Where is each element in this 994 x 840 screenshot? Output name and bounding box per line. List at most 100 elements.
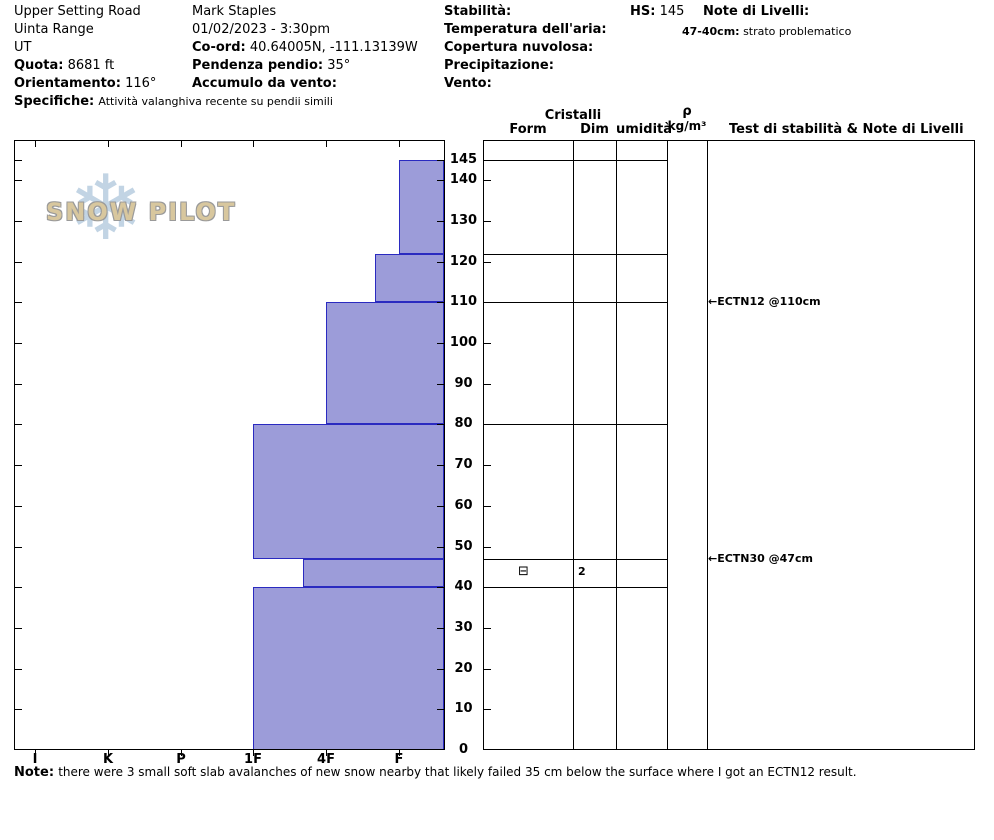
depth-tick	[437, 343, 444, 344]
observer-name: Mark Staples	[192, 4, 277, 19]
depth-tick	[437, 587, 444, 588]
layer-boundary-line	[483, 559, 667, 560]
specifics-label: Specifiche:	[14, 94, 95, 109]
aspect-value: 116°	[125, 76, 157, 91]
depth-tick	[15, 160, 22, 161]
hardness-tick	[35, 141, 36, 147]
depth-tick	[437, 221, 444, 222]
depth-tick	[15, 262, 22, 263]
density-symbol-header: ρ	[682, 104, 692, 119]
footer-note-label: Note:	[14, 765, 55, 780]
hardness-tick	[108, 750, 109, 756]
depth-tick	[437, 628, 444, 629]
state: UT	[14, 40, 32, 55]
aspect-label: Orientamento:	[14, 76, 121, 91]
hardness-tick	[253, 141, 254, 147]
depth-tick	[15, 547, 22, 548]
depth-axis-label: 60	[454, 497, 473, 513]
depth-tick	[437, 384, 444, 385]
depth-tick	[437, 180, 444, 181]
hardness-tick	[399, 750, 400, 756]
depth-tick	[15, 180, 22, 181]
depth-tick	[15, 465, 22, 466]
humidity-column-header: umidità	[616, 122, 673, 137]
hardness-tick	[181, 141, 182, 147]
depth-tick	[15, 709, 22, 710]
table-column-divider	[616, 140, 617, 750]
slope-angle-label: Pendenza pendio:	[192, 58, 324, 73]
snow-layer-bar	[253, 424, 444, 559]
hardness-tick	[181, 750, 182, 756]
snow-layer-bar	[399, 160, 444, 254]
stability-test-annotation: ←ECTN30 @47cm	[708, 551, 813, 565]
depth-tick	[437, 709, 444, 710]
depth-axis-label: 20	[454, 660, 473, 676]
depth-axis-label: 90	[454, 375, 473, 391]
snow-layer-bar	[253, 587, 444, 750]
cloud-cover-label: Copertura nuvolosa:	[444, 40, 594, 55]
depth-tick	[15, 424, 22, 425]
layer-boundary-line	[483, 160, 667, 161]
crystals-header: Cristalli	[544, 108, 602, 123]
depth-tick	[484, 506, 491, 507]
snow-height-label: HS:	[630, 4, 656, 19]
snow-layer-bar	[374, 253, 444, 303]
depth-tick	[484, 628, 491, 629]
depth-tick	[15, 221, 22, 222]
aspect-row: Orientamento: 116°	[14, 76, 156, 91]
hardness-tick	[326, 750, 327, 756]
depth-axis-label: 140	[449, 172, 478, 188]
depth-axis-label: 100	[449, 335, 478, 351]
depth-tick	[15, 587, 22, 588]
depth-tick	[15, 506, 22, 507]
wind-label: Vento:	[444, 76, 492, 91]
table-column-divider	[573, 140, 574, 750]
layer-boundary-line	[483, 254, 667, 255]
stability-label: Stabilità:	[444, 4, 512, 19]
depth-tick	[437, 547, 444, 548]
depth-tick	[484, 343, 491, 344]
air-temp-label: Temperatura dell'aria:	[444, 22, 607, 37]
coordinates-value: 40.64005N, -111.13139W	[249, 40, 418, 55]
depth-tick	[15, 302, 22, 303]
depth-tick	[484, 384, 491, 385]
hardness-tick	[326, 141, 327, 147]
depth-axis-label: 10	[454, 701, 473, 717]
wind-loading-label: Accumulo da vento:	[192, 76, 337, 91]
site-name: Upper Setting Road	[14, 4, 141, 19]
layer-note-depth: 47-40cm:	[682, 25, 740, 38]
hardness-tick	[108, 141, 109, 147]
snow-layer-bar	[326, 302, 444, 425]
depth-tick	[15, 669, 22, 670]
layer-notes-label: Note di Livelli:	[703, 4, 810, 19]
elevation-value: 8681 ft	[67, 58, 115, 73]
depth-tick	[484, 547, 491, 548]
specifics-row: Specifiche: Attività valanghiva recente …	[14, 94, 333, 109]
hardness-axis-label: P	[176, 752, 186, 767]
depth-axis-label: 120	[449, 253, 478, 269]
depth-tick	[437, 506, 444, 507]
depth-axis-label: 40	[454, 579, 473, 595]
layer-boundary-line	[483, 302, 667, 303]
table-column-divider	[667, 140, 668, 750]
hardness-axis-label: F	[394, 752, 404, 767]
depth-axis-label: 50	[454, 538, 473, 554]
depth-axis-label: 110	[449, 294, 478, 310]
depth-tick	[437, 302, 444, 303]
observation-datetime: 01/02/2023 - 3:30pm	[192, 22, 330, 37]
depth-tick	[484, 262, 491, 263]
depth-axis-label: 130	[449, 213, 478, 229]
depth-axis-label: 0	[458, 742, 469, 757]
hardness-chart-frame	[14, 140, 445, 750]
depth-tick	[15, 384, 22, 385]
mountain-range: Uinta Range	[14, 22, 94, 37]
elevation-row: Quota: 8681 ft	[14, 58, 114, 73]
hardness-tick	[35, 750, 36, 756]
snow-height-value: 145	[659, 4, 685, 19]
crystal-table-frame	[483, 140, 975, 750]
coordinates-row: Co-ord: 40.64005N, -111.13139W	[192, 40, 418, 55]
hardness-axis-label: 4F	[317, 752, 335, 767]
depth-tick	[484, 221, 491, 222]
stability-tests-header: Test di stabilità & Note di Livelli	[729, 122, 964, 137]
depth-tick	[15, 628, 22, 629]
